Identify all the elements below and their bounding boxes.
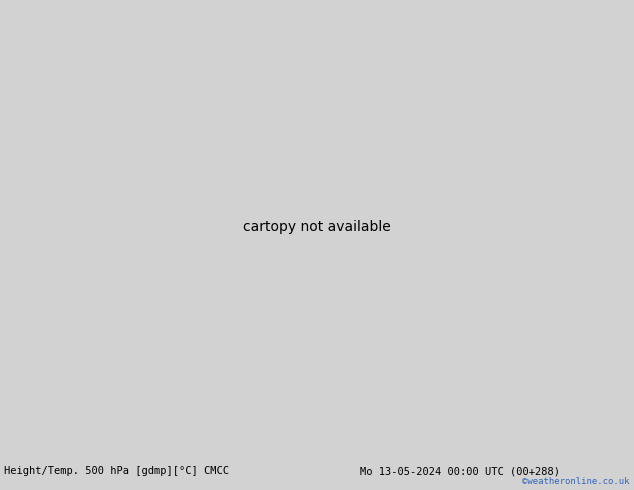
Text: Height/Temp. 500 hPa [gdmp][°C] CMCC: Height/Temp. 500 hPa [gdmp][°C] CMCC [4,466,229,476]
Text: Mo 13-05-2024 00:00 UTC (00+288): Mo 13-05-2024 00:00 UTC (00+288) [360,466,560,476]
Text: ©weatheronline.co.uk: ©weatheronline.co.uk [522,477,630,486]
Text: cartopy not available: cartopy not available [243,220,391,234]
